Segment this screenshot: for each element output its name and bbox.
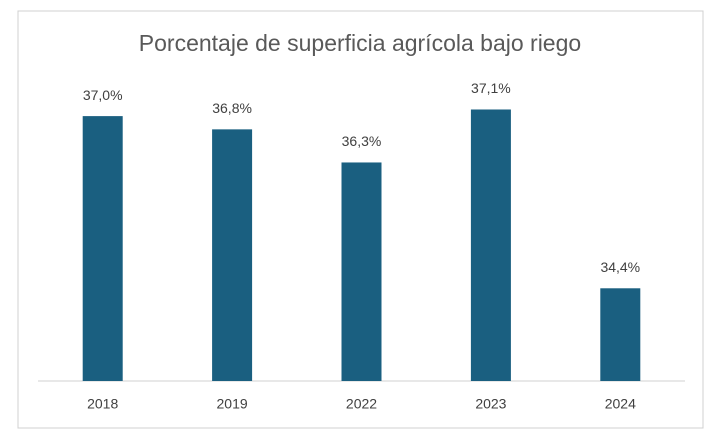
x-tick-label: 2018: [87, 396, 118, 412]
data-label: 36,3%: [342, 133, 382, 149]
x-tick-label: 2024: [605, 396, 636, 412]
bar: [82, 116, 123, 381]
chart-title: Porcentaje de superficia agrícola bajo r…: [139, 30, 581, 56]
x-tick-label: 2023: [475, 396, 506, 412]
bar: [600, 288, 641, 381]
bar: [341, 162, 382, 381]
data-label: 37,0%: [83, 87, 123, 103]
x-tick-label: 2022: [346, 396, 377, 412]
data-label: 36,8%: [212, 100, 252, 116]
bar: [470, 109, 511, 381]
x-tick-label: 2019: [217, 396, 248, 412]
bar: [212, 129, 253, 381]
data-label: 34,4%: [600, 259, 640, 275]
data-label: 37,1%: [471, 80, 511, 96]
